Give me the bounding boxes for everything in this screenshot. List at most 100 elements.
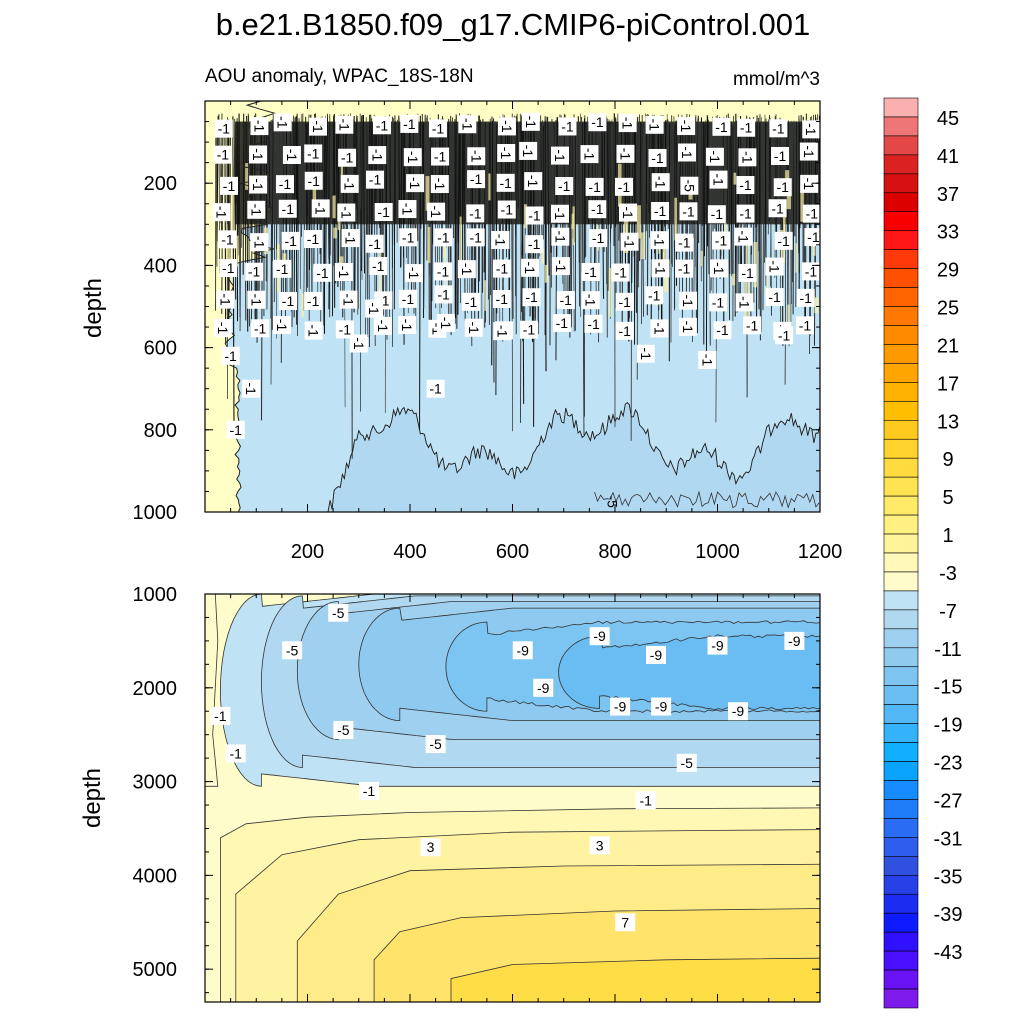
contour-label: -9 — [593, 628, 606, 644]
noise-gap — [460, 217, 462, 262]
figure-title: b.e21.B1850.f09_g17.CMIP6-piControl.001 — [216, 7, 811, 42]
colorbar-label: 21 — [937, 335, 959, 357]
contour-label: -1 — [243, 382, 259, 395]
contour-label: -1 — [739, 151, 755, 164]
contour-label: -1 — [496, 261, 509, 277]
y-tick-label: 800 — [144, 420, 177, 442]
colorbar-swatch — [884, 98, 918, 117]
colorbar-swatch — [884, 553, 918, 572]
contour-label: -1 — [470, 171, 483, 187]
colorbar-swatch — [884, 932, 918, 951]
contour-label: -1 — [801, 178, 817, 191]
contour-label: -1 — [525, 175, 541, 188]
contour-label: -1 — [807, 229, 820, 245]
contour-label: -1 — [469, 229, 482, 245]
y-tick-label: 5000 — [133, 959, 178, 981]
colorbar-swatch — [884, 894, 918, 913]
noise-line — [821, 124, 822, 254]
colorbar-swatch — [884, 401, 918, 420]
contour-label: -1 — [494, 325, 510, 338]
contour-label: -1 — [376, 117, 389, 133]
colorbar: 454137332925211713951-3-7-11-15-19-23-27… — [884, 98, 962, 1008]
x-tick-label: 200 — [291, 541, 324, 563]
noise-gap — [701, 251, 703, 266]
panel-subtitle: AOU anomaly, WPAC_18S-18N — [205, 66, 474, 87]
contour-label: -1 — [402, 291, 415, 307]
y-tick-label: 4000 — [133, 865, 178, 887]
colorbar-swatch — [884, 231, 918, 250]
contour-label: -1 — [558, 178, 571, 194]
y-tick-label: 200 — [144, 173, 177, 195]
contour-label: -1 — [528, 207, 541, 223]
contour-label: -1 — [553, 260, 569, 273]
band-positive-9 — [451, 958, 846, 1007]
colorbar-swatch — [884, 989, 918, 1008]
contour-label: -1 — [588, 179, 601, 195]
noise-line — [397, 120, 398, 243]
contour-label: 3 — [596, 837, 604, 853]
contour-label: -1 — [459, 118, 475, 131]
noise-gap — [733, 173, 736, 185]
contour-label: -1 — [552, 208, 568, 221]
contour-label: -1 — [561, 118, 574, 134]
contour-label: -1 — [222, 260, 235, 276]
contour-label: -5 — [681, 180, 697, 193]
contour-label: -1 — [520, 145, 536, 158]
contour-label: -9 — [650, 647, 663, 663]
contour-label: -1 — [437, 229, 450, 245]
contour-label: -1 — [375, 320, 391, 333]
contour-label: -1 — [799, 317, 812, 333]
colorbar-label: -3 — [939, 563, 957, 585]
noise-gap — [301, 294, 303, 317]
colorbar-label: 33 — [937, 222, 959, 244]
contour-label: -1 — [336, 266, 352, 279]
contour-label: -1 — [522, 262, 538, 275]
colorbar-label: 37 — [937, 184, 959, 206]
contour-label: -1 — [652, 234, 668, 247]
contour-label: -1 — [307, 293, 320, 309]
contour-label: -1 — [682, 203, 695, 219]
colorbar-label: 29 — [937, 260, 959, 282]
colorbar-label: 1 — [942, 525, 953, 547]
contour-label: -1 — [712, 294, 725, 310]
x-tick-label: 1000 — [695, 541, 740, 563]
contour-label: -1 — [279, 176, 292, 192]
contour-label: -1 — [406, 267, 422, 280]
colorbar-swatch — [884, 326, 918, 345]
contour-label: -1 — [523, 116, 539, 129]
noise-line — [792, 122, 793, 282]
contour-label: 3 — [427, 839, 435, 855]
contour-label: -1 — [591, 114, 604, 130]
contour-label: -1 — [739, 206, 752, 222]
contour-label: -1 — [316, 265, 329, 281]
contour-label: -1 — [218, 121, 231, 137]
contour-label: -9 — [614, 699, 627, 715]
noise-gap — [732, 274, 735, 285]
contour-label: -1 — [619, 323, 632, 339]
contour-label: -1 — [224, 348, 237, 364]
contour-label: -1 — [285, 233, 298, 249]
colorbar-label: 5 — [942, 487, 953, 509]
contour-label: -9 — [517, 642, 530, 658]
contour-label: -1 — [618, 179, 631, 195]
contour-label: -1 — [560, 292, 573, 308]
colorbar-swatch — [884, 363, 918, 382]
colorbar-swatch — [884, 724, 918, 743]
colorbar-swatch — [884, 117, 918, 136]
upper-ylabel: depth — [80, 278, 107, 338]
colorbar-swatch — [884, 496, 918, 515]
noise-line — [582, 117, 583, 273]
contour-label: -1 — [523, 322, 536, 338]
contour-label: -1 — [768, 289, 781, 305]
colorbar-label: -35 — [934, 866, 963, 888]
contour-label: -1 — [647, 119, 663, 132]
contour-label: -1 — [711, 262, 727, 275]
contour-label: -9 — [732, 703, 745, 719]
contour-label: -5 — [337, 722, 350, 738]
contour-label: -1 — [767, 260, 783, 273]
contour-label: -9 — [711, 638, 724, 654]
contour-label: -1 — [746, 317, 759, 333]
noise-line — [708, 120, 709, 247]
